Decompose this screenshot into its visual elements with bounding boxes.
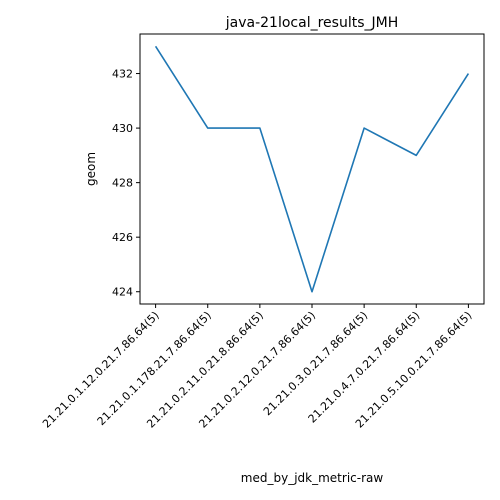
x-tick-label: 21.21.0.3.0.21.7.86.64(5)	[261, 309, 370, 418]
y-tick-label: 432	[112, 68, 133, 81]
y-axis: 424 426 428 430 432	[112, 68, 140, 299]
y-tick-label: 424	[112, 286, 133, 299]
plot-frame	[139, 33, 485, 305]
series-group	[154, 45, 470, 293]
x-tick-label: 21.21.0.5.10.0.21.7.86.64(5)	[353, 309, 475, 431]
x-tick-label: 21.21.0.4.7.0.21.7.86.64(5)	[306, 309, 423, 426]
chart-title: java-21local_results_JMH	[225, 15, 398, 31]
x-axis: 21.21.0.1.12.0.21.7.86.64(5)21.21.0.1.17…	[40, 304, 475, 431]
y-tick-label: 430	[112, 122, 133, 135]
y-axis-label: geom	[84, 152, 98, 186]
x-axis-label: med_by_jdk_metric-raw	[241, 471, 384, 485]
y-tick-label: 428	[112, 177, 133, 190]
y-tick-label: 426	[112, 231, 133, 244]
series-line	[154, 45, 470, 293]
